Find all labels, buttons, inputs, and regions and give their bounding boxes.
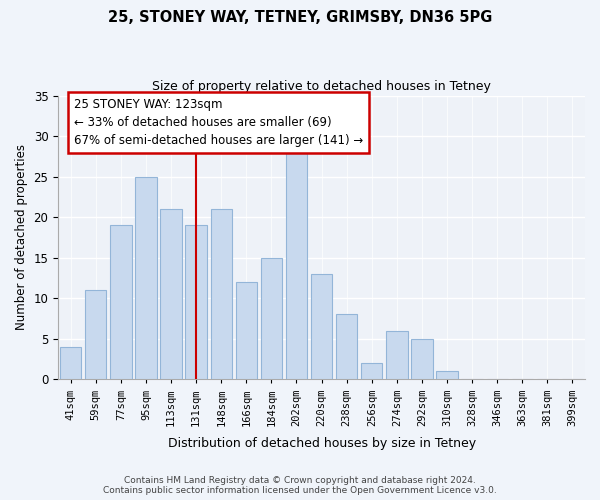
Bar <box>160 209 182 380</box>
Text: Contains HM Land Registry data © Crown copyright and database right 2024.
Contai: Contains HM Land Registry data © Crown c… <box>103 476 497 495</box>
Bar <box>236 282 257 380</box>
Bar <box>185 226 207 380</box>
Text: 25 STONEY WAY: 123sqm
← 33% of detached houses are smaller (69)
67% of semi-deta: 25 STONEY WAY: 123sqm ← 33% of detached … <box>74 98 363 148</box>
Bar <box>286 152 307 380</box>
Bar <box>261 258 282 380</box>
Bar <box>110 226 131 380</box>
Bar <box>436 372 458 380</box>
Bar <box>336 314 358 380</box>
Bar <box>386 330 407 380</box>
Bar <box>411 339 433 380</box>
Bar <box>135 176 157 380</box>
Text: 25, STONEY WAY, TETNEY, GRIMSBY, DN36 5PG: 25, STONEY WAY, TETNEY, GRIMSBY, DN36 5P… <box>108 10 492 25</box>
Bar <box>60 347 82 380</box>
X-axis label: Distribution of detached houses by size in Tetney: Distribution of detached houses by size … <box>167 437 476 450</box>
Bar <box>361 363 382 380</box>
Title: Size of property relative to detached houses in Tetney: Size of property relative to detached ho… <box>152 80 491 93</box>
Bar <box>85 290 106 380</box>
Y-axis label: Number of detached properties: Number of detached properties <box>15 144 28 330</box>
Bar <box>311 274 332 380</box>
Bar <box>211 209 232 380</box>
